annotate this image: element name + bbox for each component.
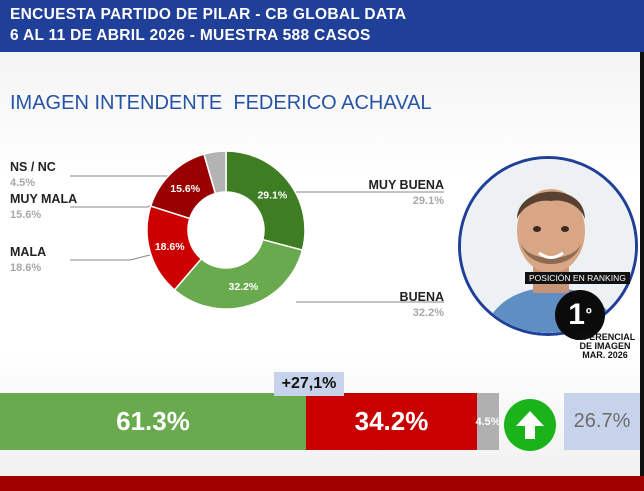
legend-mala: MALA 18.6% — [10, 245, 46, 274]
previous-difference: 26.7% — [564, 393, 640, 450]
ranking-label: POSICIÓN EN RANKING — [525, 272, 630, 284]
legend-muy-buena-value: 29.1% — [412, 195, 444, 207]
legend-ns-value: 4.5% — [10, 177, 36, 189]
right-edge-strip — [640, 52, 644, 476]
chart-title: IMAGEN INTENDENTE FEDERICO ACHAVAL — [10, 92, 432, 114]
footer-bar — [0, 476, 644, 491]
ranking-value: 1 — [568, 298, 585, 331]
bar-ns: 4.5% — [475, 393, 501, 450]
legend-buena-value: 32.2% — [412, 307, 444, 319]
header-line-1: ENCUESTA PARTIDO DE PILAR - CB GLOBAL DA… — [10, 6, 407, 23]
legend-buena-name: BUENA — [399, 290, 444, 304]
legend-ns-name: NS / NC — [10, 160, 56, 174]
legend-muy-buena: MUY BUENA 29.1% — [360, 178, 444, 207]
legend-muy-buena-name: MUY BUENA — [368, 178, 444, 192]
legend-mala-name: MALA — [10, 245, 47, 259]
person-icon — [461, 159, 635, 333]
legend-muy-mala-name: MUY MALA — [10, 192, 78, 206]
diff-title-line-2: DE IMAGEN — [579, 341, 631, 351]
bar-negative: 34.2% — [306, 393, 477, 450]
diff-title: DIFERENCIAL DE IMAGEN MAR. 2026 — [568, 333, 642, 360]
ranking-suffix: º — [585, 306, 592, 323]
diff-title-line-1: DIFERENCIAL — [574, 332, 636, 342]
difference-badge: +27,1% — [274, 372, 344, 396]
bar-positive: 61.3% — [0, 393, 306, 450]
legend-muy-mala: MUY MALA 15.6% — [10, 192, 77, 221]
arrow-up-glyph — [516, 411, 544, 439]
legend-buena: BUENA 32.2% — [360, 290, 444, 319]
header-bar: ENCUESTA PARTIDO DE PILAR - CB GLOBAL DA… — [0, 0, 644, 52]
legend-mala-value: 18.6% — [10, 262, 42, 274]
arrow-up-icon — [504, 399, 556, 451]
header-line-2: 6 AL 11 DE ABRIL 2026 - MUESTRA 588 CASO… — [10, 27, 371, 44]
legend-muy-mala-value: 15.6% — [10, 209, 42, 221]
legend-ns: NS / NC 4.5% — [10, 160, 56, 189]
diff-title-line-3: MAR. 2026 — [582, 350, 628, 360]
candidate-photo — [458, 156, 638, 336]
